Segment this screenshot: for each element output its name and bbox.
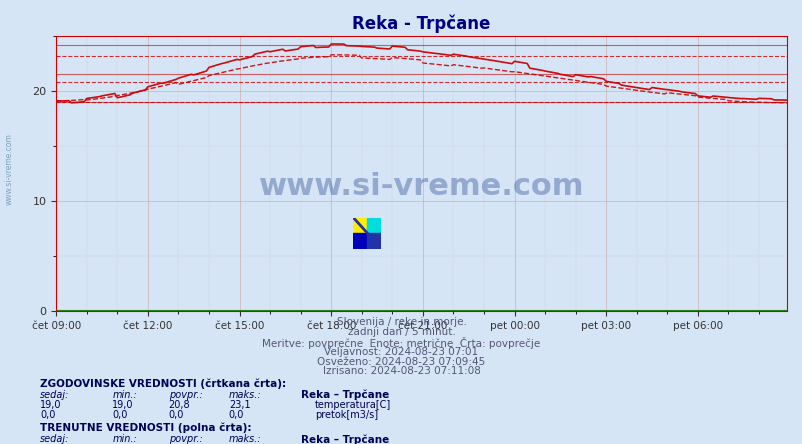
Text: 19,0: 19,0	[112, 400, 134, 410]
Text: maks.:: maks.:	[229, 390, 261, 400]
Text: 0,0: 0,0	[168, 410, 184, 420]
Text: 23,1: 23,1	[229, 400, 250, 410]
Text: povpr.:: povpr.:	[168, 390, 202, 400]
Text: 0,0: 0,0	[229, 410, 244, 420]
Text: Slovenija / reke in morje.: Slovenija / reke in morje.	[336, 317, 466, 328]
Text: 0,0: 0,0	[112, 410, 128, 420]
Text: Osveženo: 2024-08-23 07:09:45: Osveženo: 2024-08-23 07:09:45	[317, 357, 485, 367]
Text: TRENUTNE VREDNOSTI (polna črta):: TRENUTNE VREDNOSTI (polna črta):	[40, 423, 251, 433]
Text: 0,0: 0,0	[40, 410, 55, 420]
Text: povpr.:: povpr.:	[168, 434, 202, 444]
Text: min.:: min.:	[112, 434, 137, 444]
Text: Meritve: povprečne  Enote: metrične  Črta: povprečje: Meritve: povprečne Enote: metrične Črta:…	[262, 337, 540, 349]
Text: Izrisano: 2024-08-23 07:11:08: Izrisano: 2024-08-23 07:11:08	[322, 366, 480, 377]
Bar	[367, 218, 381, 233]
Bar	[367, 233, 381, 249]
Text: maks.:: maks.:	[229, 434, 261, 444]
Text: 19,0: 19,0	[40, 400, 62, 410]
Title: Reka - Trpčane: Reka - Trpčane	[352, 14, 490, 32]
Text: sedaj:: sedaj:	[40, 390, 70, 400]
Bar	[353, 218, 367, 233]
Text: www.si-vreme.com: www.si-vreme.com	[258, 172, 584, 202]
Text: temperatura[C]: temperatura[C]	[314, 400, 391, 410]
Text: sedaj:: sedaj:	[40, 434, 70, 444]
Text: pretok[m3/s]: pretok[m3/s]	[314, 410, 378, 420]
Text: Veljavnost: 2024-08-23 07:01: Veljavnost: 2024-08-23 07:01	[324, 347, 478, 357]
Text: ZGODOVINSKE VREDNOSTI (črtkana črta):: ZGODOVINSKE VREDNOSTI (črtkana črta):	[40, 378, 286, 389]
Text: Reka – Trpčane: Reka – Trpčane	[301, 434, 389, 444]
Text: 20,8: 20,8	[168, 400, 190, 410]
Text: www.si-vreme.com: www.si-vreme.com	[5, 133, 14, 205]
Text: Reka – Trpčane: Reka – Trpčane	[301, 390, 389, 400]
Text: min.:: min.:	[112, 390, 137, 400]
Bar	[353, 233, 367, 249]
Text: zadnji dan / 5 minut.: zadnji dan / 5 minut.	[347, 327, 455, 337]
